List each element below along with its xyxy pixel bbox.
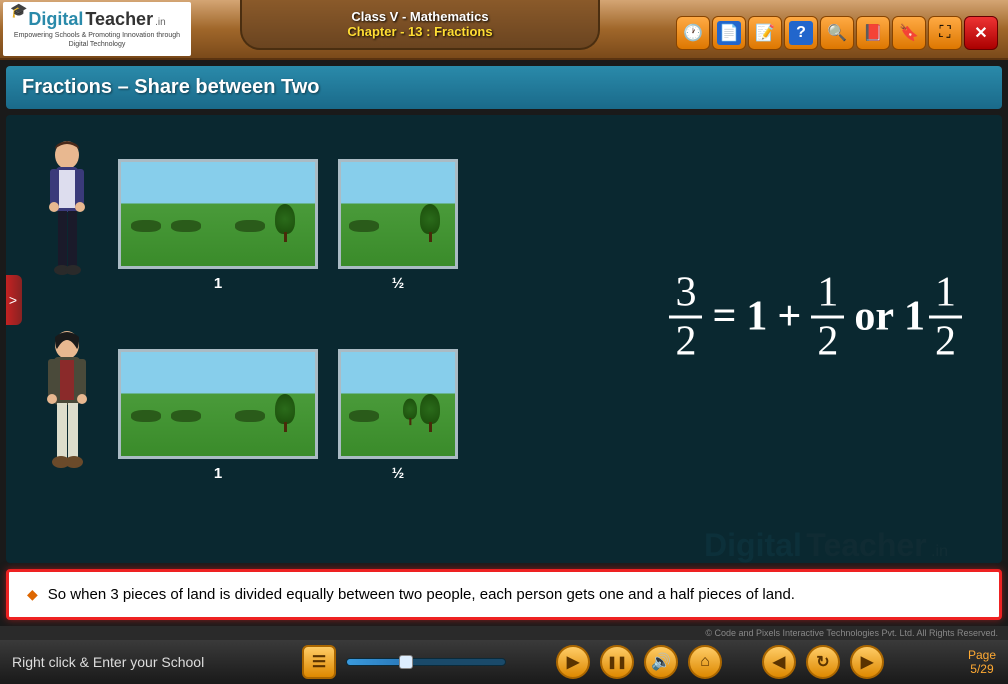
reload-icon: ↻: [816, 652, 829, 672]
progress-slider[interactable]: [346, 658, 506, 666]
bookmark-icon: 🔖: [899, 23, 919, 43]
land-1-full: 1: [118, 159, 318, 292]
numerator-2: 1: [811, 271, 844, 318]
land-2-half: ½: [338, 349, 458, 482]
clock-button[interactable]: 🕐: [676, 16, 710, 50]
character-1: [36, 135, 98, 315]
home-button[interactable]: ⌂: [688, 645, 722, 679]
equals-sign: =: [712, 293, 736, 341]
denominator-2: 2: [811, 318, 844, 362]
help-button[interactable]: ?: [784, 16, 818, 50]
doc-button[interactable]: 📄: [712, 16, 746, 50]
logo-cap-icon: 🎓: [10, 2, 27, 19]
back-icon: ◀: [773, 652, 785, 672]
pause-button[interactable]: ❚❚: [600, 645, 634, 679]
numerator: 3: [669, 271, 702, 318]
fraction-left: 3 2: [669, 271, 702, 362]
expand-button[interactable]: ⛶: [928, 16, 962, 50]
numerator-3: 1: [929, 271, 962, 318]
home-icon: ⌂: [700, 653, 710, 671]
play-button[interactable]: ▶: [556, 645, 590, 679]
forward-icon: ▶: [861, 652, 873, 672]
school-prompt[interactable]: Right click & Enter your School: [12, 654, 292, 670]
denominator: 2: [669, 318, 702, 362]
person-row-2: 1 ½: [36, 325, 536, 505]
bookmark-button[interactable]: 🔖: [892, 16, 926, 50]
close-icon: ✕: [974, 23, 987, 43]
toolbar: 🕐 📄 📝 ? 🔍 📕 🔖 ⛶ ✕: [676, 16, 998, 50]
whole-part: 1: [904, 293, 925, 341]
title-panel: Class V - Mathematics Chapter - 13 : Fra…: [240, 0, 600, 50]
message-box: ◆ So when 3 pieces of land is divided eq…: [6, 569, 1002, 620]
sound-icon: 🔊: [651, 652, 671, 672]
note-icon: 📝: [755, 23, 775, 43]
search-icon: 🔍: [827, 23, 847, 43]
fraction-mid: 1 2: [811, 271, 844, 362]
eq-one: 1: [746, 293, 767, 341]
logo-teacher: Teacher: [85, 9, 153, 30]
doc-icon: 📄: [719, 23, 739, 43]
land-image-half-2: [338, 349, 458, 459]
mixed-fraction: 1 1 2: [904, 271, 962, 362]
class-title: Class V - Mathematics: [351, 9, 488, 24]
land-image-full-2: [118, 349, 318, 459]
land-image-half: [338, 159, 458, 269]
or-text: or: [854, 293, 894, 341]
logo: 🎓 Digital Teacher .in Empowering Schools…: [3, 2, 191, 56]
search-button[interactable]: 🔍: [820, 16, 854, 50]
sound-button[interactable]: 🔊: [644, 645, 678, 679]
book-button[interactable]: 📕: [856, 16, 890, 50]
app-header: 🎓 Digital Teacher .in Empowering Schools…: [0, 0, 1008, 60]
label-half-b: ½: [392, 465, 405, 482]
expand-tab[interactable]: >: [6, 275, 22, 325]
content-panel: 1 ½: [6, 115, 546, 563]
logo-suffix: .in: [155, 17, 166, 28]
section-header: Fractions – Share between Two: [6, 66, 1002, 109]
page-value: 5/29: [970, 662, 993, 676]
logo-digital: Digital: [28, 9, 83, 30]
forward-button[interactable]: ▶: [850, 645, 884, 679]
reload-button[interactable]: ↻: [806, 645, 840, 679]
pause-icon: ❚❚: [607, 655, 627, 669]
help-icon: ?: [796, 24, 806, 42]
label-half-a: ½: [392, 275, 405, 292]
page-label: Page: [968, 648, 996, 662]
play-icon: ▶: [567, 652, 579, 672]
label-1a: 1: [214, 275, 222, 292]
equation-display: 3 2 = 1 + 1 2 or 1 1 2: [669, 271, 962, 362]
message-text: So when 3 pieces of land is divided equa…: [48, 586, 795, 603]
main-content: >: [6, 115, 1002, 563]
book-icon: 📕: [863, 23, 883, 43]
chapter-title: Chapter - 13 : Fractions: [347, 24, 492, 39]
land-2-full: 1: [118, 349, 318, 482]
index-icon: ☰: [312, 652, 326, 672]
slider-fill: [347, 659, 402, 665]
land-image-full: [118, 159, 318, 269]
person-row-1: 1 ½: [36, 135, 536, 315]
logo-tagline: Empowering Schools & Promoting Innovatio…: [7, 32, 187, 49]
copyright: © Code and Pixels Interactive Technologi…: [0, 626, 1008, 640]
character-2: [36, 325, 98, 505]
bullet-icon: ◆: [27, 586, 38, 603]
page-counter: Page 5/29: [968, 648, 996, 677]
back-button[interactable]: ◀: [762, 645, 796, 679]
clock-icon: 🕐: [683, 23, 703, 43]
slider-thumb[interactable]: [399, 655, 413, 669]
plus-sign: +: [777, 293, 801, 341]
index-button[interactable]: ☰: [302, 645, 336, 679]
close-button[interactable]: ✕: [964, 16, 998, 50]
land-1-half: ½: [338, 159, 458, 292]
footer-bar: Right click & Enter your School ☰ ▶ ❚❚ 🔊…: [0, 640, 1008, 684]
note-button[interactable]: 📝: [748, 16, 782, 50]
denominator-3: 2: [929, 318, 962, 362]
expand-icon: ⛶: [939, 24, 950, 42]
label-1b: 1: [214, 465, 222, 482]
